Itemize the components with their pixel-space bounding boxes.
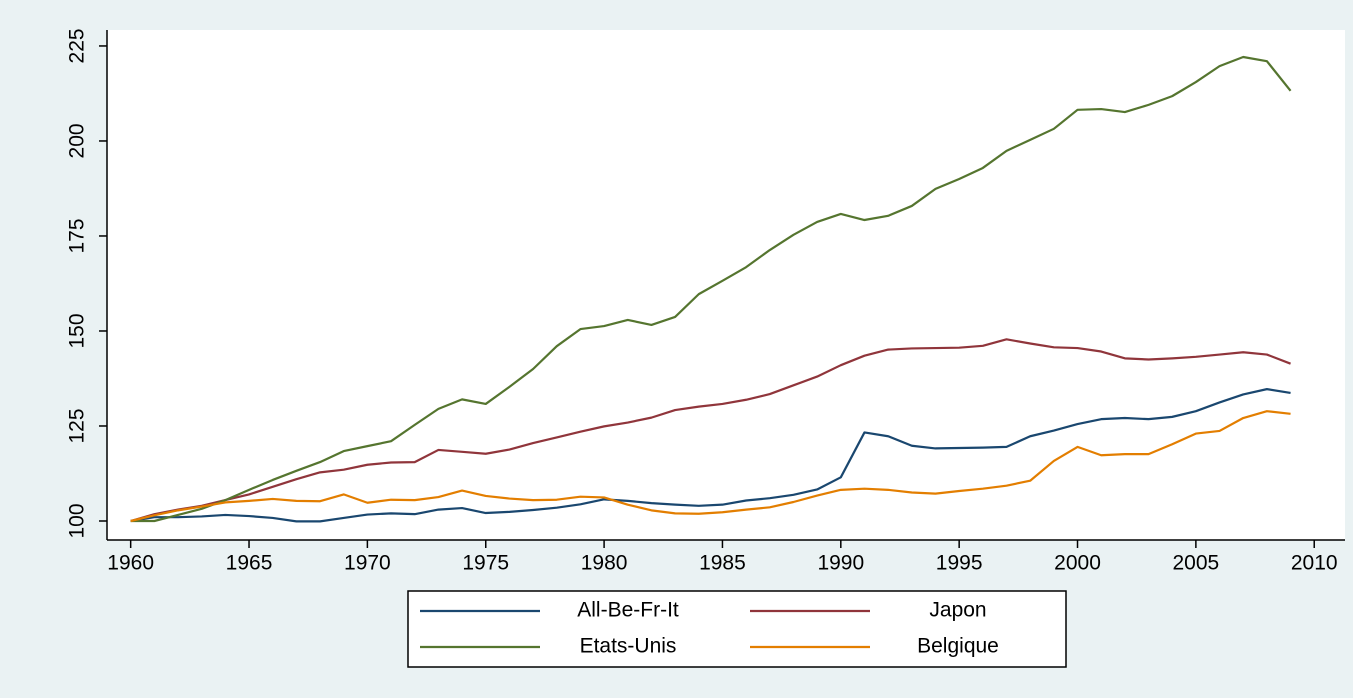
legend-label: Etats-Unis — [580, 635, 677, 658]
legend-label: Belgique — [917, 635, 999, 658]
x-tick-label: 1995 — [936, 552, 983, 575]
x-tick-label: 1990 — [817, 552, 864, 575]
y-tick-label: 150 — [66, 313, 89, 348]
legend-box — [407, 590, 1067, 668]
x-tick-label: 1975 — [462, 552, 509, 575]
legend-label: All-Be-Fr-It — [577, 599, 679, 622]
x-tick-label: 2005 — [1173, 552, 1220, 575]
y-tick-label: 175 — [66, 218, 89, 253]
x-tick-label: 2010 — [1291, 552, 1338, 575]
y-tick-label: 100 — [66, 503, 89, 538]
y-tick-label: 125 — [66, 408, 89, 443]
series-line — [130, 410, 1291, 523]
series-line — [130, 55, 1292, 523]
plot-area — [107, 30, 1345, 540]
y-tick-label: 200 — [66, 123, 89, 158]
x-tick-label: 1980 — [581, 552, 628, 575]
x-tick-label: 1985 — [699, 552, 746, 575]
x-tick-label: 1970 — [344, 552, 391, 575]
x-tick-label: 1960 — [107, 552, 154, 575]
series-line — [130, 388, 1291, 523]
series-line — [130, 338, 1291, 523]
x-tick-label: 1965 — [226, 552, 273, 575]
y-tick-label: 225 — [66, 28, 89, 63]
x-tick-label: 2000 — [1054, 552, 1101, 575]
legend-label: Japon — [929, 599, 986, 622]
